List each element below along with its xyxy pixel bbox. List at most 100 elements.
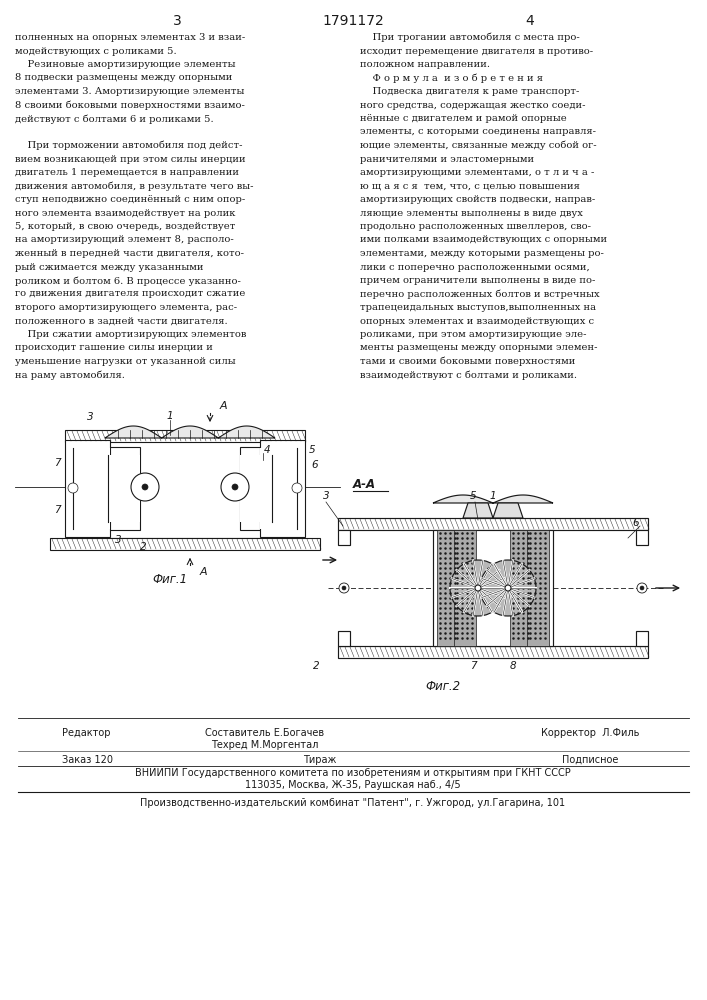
Text: ного элемента взаимодействует на ролик: ного элемента взаимодействует на ролик	[15, 209, 235, 218]
Text: 5: 5	[309, 445, 315, 455]
Text: 3: 3	[87, 412, 93, 422]
Text: трапецеидальных выступов,выполненных на: трапецеидальных выступов,выполненных на	[360, 303, 596, 312]
Polygon shape	[433, 495, 553, 503]
Bar	[338, 530, 350, 545]
Text: лики с поперечно расположенными осями,: лики с поперечно расположенными осями,	[360, 262, 590, 271]
Text: 3: 3	[173, 14, 182, 28]
Text: элементами, между которыми размещены ро-: элементами, между которыми размещены ро-	[360, 249, 604, 258]
Circle shape	[232, 484, 238, 490]
Text: Фиг.2: Фиг.2	[426, 680, 460, 693]
Bar	[527, 530, 549, 646]
Text: Заказ 120: Заказ 120	[62, 755, 113, 765]
Bar	[50, 538, 320, 550]
Text: происходит гашение силы инерции и: происходит гашение силы инерции и	[15, 344, 213, 353]
Bar	[100, 438, 280, 538]
Text: го движения двигателя происходит сжатие: го движения двигателя происходит сжатие	[15, 290, 245, 298]
Text: 6: 6	[312, 460, 318, 470]
Text: причем ограничители выполнены в виде по-: причем ограничители выполнены в виде по-	[360, 276, 595, 285]
Circle shape	[131, 473, 159, 501]
Text: полненных на опорных элементах 3 и взаи-: полненных на опорных элементах 3 и взаи-	[15, 33, 245, 42]
Bar	[636, 631, 648, 646]
Bar	[260, 448, 297, 529]
Text: Подвеска двигателя к раме транспорт-: Подвеска двигателя к раме транспорт-	[360, 87, 579, 96]
Text: При торможении автомобиля под дейст-: При торможении автомобиля под дейст-	[15, 141, 243, 150]
Text: исходит перемещение двигателя в противо-: исходит перемещение двигателя в противо-	[360, 46, 593, 55]
Text: амортизирующими элементами, о т л и ч а -: амортизирующими элементами, о т л и ч а …	[360, 168, 595, 177]
Bar	[338, 631, 350, 646]
Polygon shape	[493, 503, 523, 518]
Text: Фиг.1: Фиг.1	[153, 573, 187, 586]
Text: A: A	[220, 401, 228, 411]
Text: А-А: А-А	[353, 478, 376, 491]
Circle shape	[480, 560, 536, 616]
Text: движения автомобиля, в результате чего вы-: движения автомобиля, в результате чего в…	[15, 182, 254, 191]
Text: ющие элементы, связанные между собой ог-: ющие элементы, связанные между собой ог-	[360, 141, 597, 150]
Text: вием возникающей при этом силы инерции: вием возникающей при этом силы инерции	[15, 154, 245, 163]
Text: взаимодействуют с болтами и роликами.: взаимодействуют с болтами и роликами.	[360, 370, 577, 380]
Text: 113035, Москва, Ж-35, Раушская наб., 4/5: 113035, Москва, Ж-35, Раушская наб., 4/5	[245, 780, 461, 790]
Text: Корректор  Л.Филь: Корректор Л.Филь	[541, 728, 639, 738]
Bar	[240, 447, 280, 530]
Text: второго амортизирующего элемента, рас-: второго амортизирующего элемента, рас-	[15, 303, 237, 312]
Text: действуют с болтами 6 и роликами 5.: действуют с болтами 6 и роликами 5.	[15, 114, 214, 123]
Text: 2: 2	[140, 542, 146, 552]
Text: Подписное: Подписное	[562, 755, 618, 765]
Text: раничителями и эластомерными: раничителями и эластомерными	[360, 154, 534, 163]
Text: рый сжимается между указанными: рый сжимается между указанными	[15, 262, 204, 271]
Circle shape	[142, 484, 148, 490]
Text: При трогании автомобиля с места про-: При трогании автомобиля с места про-	[360, 33, 580, 42]
Bar	[437, 530, 459, 646]
Circle shape	[505, 585, 511, 591]
Text: 7: 7	[54, 458, 60, 468]
Circle shape	[292, 483, 302, 493]
Bar	[454, 530, 476, 646]
Circle shape	[339, 583, 349, 593]
Text: тами и своими боковыми поверхностями: тами и своими боковыми поверхностями	[360, 357, 575, 366]
Bar	[108, 455, 140, 522]
Circle shape	[475, 585, 481, 591]
Text: 1: 1	[167, 411, 173, 421]
Circle shape	[342, 586, 346, 590]
Bar	[338, 518, 648, 530]
Text: на раму автомобиля.: на раму автомобиля.	[15, 370, 125, 380]
Text: 3: 3	[115, 535, 122, 545]
Bar	[73, 448, 110, 529]
Text: элементами 3. Амортизирующие элементы: элементами 3. Амортизирующие элементы	[15, 87, 245, 96]
Text: Производственно-издательский комбинат "Патент", г. Ужгород, ул.Гагарина, 101: Производственно-издательский комбинат "П…	[141, 798, 566, 808]
Text: нённые с двигателем и рамой опорные: нённые с двигателем и рамой опорные	[360, 114, 567, 123]
Text: женный в передней части двигателя, кото-: женный в передней части двигателя, кото-	[15, 249, 244, 258]
Text: 7: 7	[54, 505, 60, 515]
Circle shape	[68, 483, 78, 493]
Polygon shape	[463, 503, 493, 518]
Text: роликами, при этом амортизирующие эле-: роликами, при этом амортизирующие эле-	[360, 330, 587, 339]
Text: ляющие элементы выполнены в виде двух: ляющие элементы выполнены в виде двух	[360, 209, 583, 218]
Text: 7: 7	[469, 661, 477, 671]
Text: Тираж: Тираж	[303, 755, 337, 765]
Text: 4: 4	[525, 14, 534, 28]
Text: роликом и болтом 6. В процессе указанно-: роликом и болтом 6. В процессе указанно-	[15, 276, 241, 286]
Bar	[433, 530, 553, 646]
Bar	[240, 455, 272, 522]
Text: Редактор: Редактор	[62, 728, 110, 738]
Bar	[338, 646, 648, 658]
Text: 6: 6	[633, 518, 639, 528]
Text: 5, который, в свою очередь, воздействует: 5, который, в свою очередь, воздействует	[15, 222, 235, 231]
Bar	[636, 530, 648, 545]
Text: амортизирующих свойств подвески, направ-: амортизирующих свойств подвески, направ-	[360, 195, 595, 204]
Text: менты размещены между опорными элемен-: менты размещены между опорными элемен-	[360, 344, 597, 353]
Text: Техред М.Моргентал: Техред М.Моргентал	[211, 740, 319, 750]
Text: 3: 3	[322, 491, 329, 501]
Text: положенного в задней части двигателя.: положенного в задней части двигателя.	[15, 316, 228, 326]
Text: 5: 5	[469, 491, 477, 501]
Text: 8 своими боковыми поверхностями взаимо-: 8 своими боковыми поверхностями взаимо-	[15, 101, 245, 110]
Bar	[65, 440, 110, 537]
Text: 4: 4	[264, 445, 270, 455]
Text: продольно расположенных швеллеров, сво-: продольно расположенных швеллеров, сво-	[360, 222, 591, 231]
Text: двигатель 1 перемещается в направлении: двигатель 1 перемещается в направлении	[15, 168, 239, 177]
Circle shape	[450, 560, 506, 616]
Text: элементы, с которыми соединены направля-: элементы, с которыми соединены направля-	[360, 127, 596, 136]
Text: на амортизирующий элемент 8, располо-: на амортизирующий элемент 8, располо-	[15, 235, 234, 244]
Circle shape	[221, 473, 249, 501]
Text: положном направлении.: положном направлении.	[360, 60, 490, 69]
Bar	[260, 440, 305, 537]
